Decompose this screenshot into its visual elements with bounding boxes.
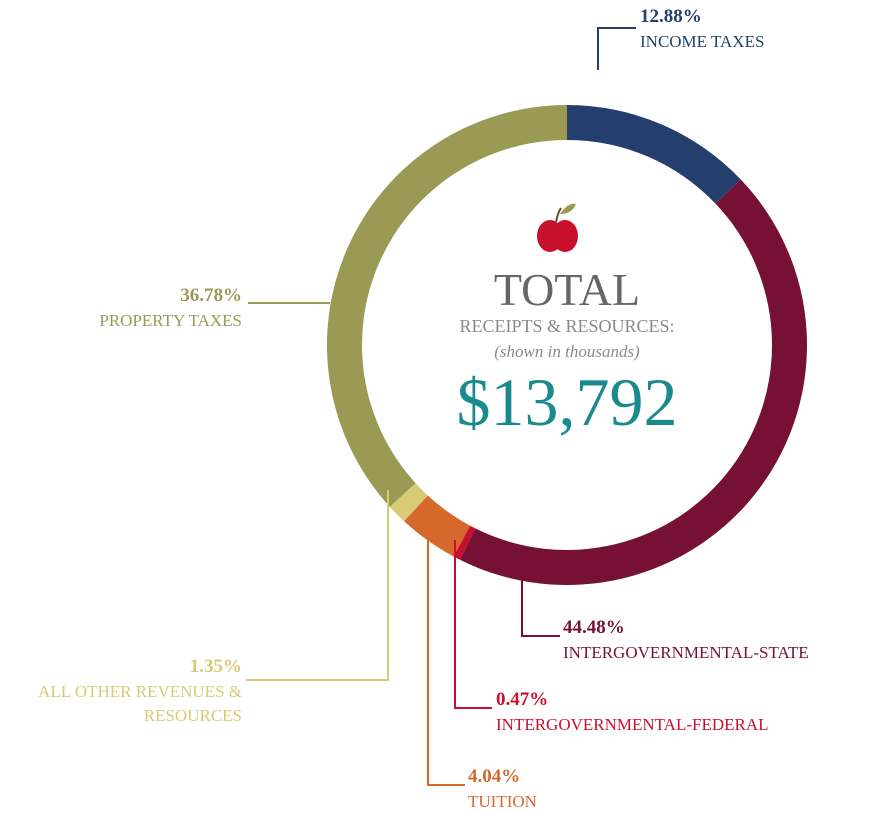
leader-line xyxy=(597,27,636,70)
leader-line xyxy=(454,540,492,709)
category-label: ALL OTHER REVENUES & RESOURCES xyxy=(38,682,242,725)
value-label: 44.48% xyxy=(563,617,625,638)
leader-line xyxy=(246,490,389,681)
leader-line xyxy=(427,540,465,786)
center-note: (shown in thousands) xyxy=(494,342,640,361)
value-label: 4.04% xyxy=(468,766,521,787)
value-label: 36.78% xyxy=(180,285,242,306)
category-label: PROPERTY TAXES xyxy=(99,311,242,330)
center-total: $13,792 xyxy=(457,364,678,440)
value-label: 1.35% xyxy=(189,656,242,677)
apple-icon xyxy=(537,203,578,252)
value-label: 12.88% xyxy=(640,6,702,27)
center-title: TOTAL xyxy=(494,264,640,315)
value-label: 0.47% xyxy=(496,689,549,710)
donut-segment xyxy=(389,483,428,522)
donut-segment xyxy=(567,105,741,204)
category-label: INTERGOVERNMENTAL-FEDERAL xyxy=(496,715,769,734)
donut-segment xyxy=(404,495,471,557)
category-label: TUITION xyxy=(468,792,537,811)
center-subtitle: RECEIPTS & RESOURCES: xyxy=(459,316,674,336)
donut-segment xyxy=(326,105,567,507)
category-label: INTERGOVERNMENTAL-STATE xyxy=(563,643,809,662)
donut-segment xyxy=(459,179,808,586)
donut-segment xyxy=(453,525,476,560)
leader-line xyxy=(521,570,560,637)
category-label: INCOME TAXES xyxy=(640,32,765,51)
